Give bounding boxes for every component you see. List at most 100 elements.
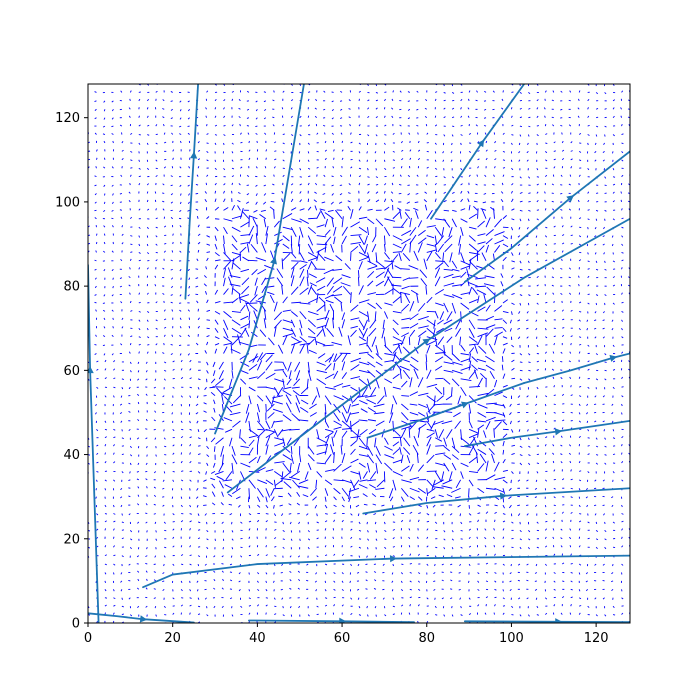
vector-arrow	[195, 342, 199, 346]
vector-arrow	[502, 174, 505, 177]
vector-arrow	[394, 265, 402, 270]
vector-arrow	[163, 521, 166, 524]
vector-arrow	[483, 283, 495, 287]
vector-arrow	[587, 199, 590, 203]
vector-arrow	[551, 99, 554, 102]
vector-arrow	[420, 278, 428, 287]
vector-arrow	[468, 347, 475, 354]
vector-arrow	[602, 319, 605, 321]
vector-arrow	[316, 361, 326, 366]
vector-arrow	[197, 597, 200, 600]
vector-arrow	[138, 159, 140, 162]
vector-arrow	[579, 385, 582, 388]
vector-arrow	[341, 519, 344, 523]
vector-arrow	[502, 159, 506, 161]
vector-arrow	[587, 537, 590, 540]
vector-arrow	[621, 395, 624, 398]
vector-arrow	[384, 183, 387, 186]
vector-arrow	[536, 168, 539, 171]
vector-arrow	[367, 134, 370, 137]
vector-arrow	[250, 243, 258, 253]
vector-arrow	[553, 580, 556, 583]
vector-arrow	[340, 282, 351, 287]
vector-arrow	[331, 132, 334, 135]
vector-arrow	[146, 183, 149, 186]
vector-arrow	[231, 182, 234, 186]
vector-arrow	[299, 252, 305, 261]
vector-arrow	[326, 285, 334, 295]
vector-arrow	[129, 267, 131, 270]
vector-arrow	[312, 496, 317, 501]
vector-arrow	[187, 309, 190, 312]
vector-arrow	[544, 444, 547, 447]
vector-arrow	[104, 563, 108, 566]
vector-arrow	[452, 200, 456, 203]
vector-arrow	[307, 235, 314, 246]
vector-arrow	[282, 521, 284, 525]
vector-arrow	[121, 242, 124, 245]
vector-arrow	[129, 300, 132, 304]
vector-arrow	[536, 183, 539, 186]
vector-arrow	[238, 572, 241, 575]
vector-arrow	[568, 452, 572, 455]
vector-arrow	[358, 252, 369, 258]
vector-arrow	[545, 428, 548, 431]
vector-arrow	[595, 92, 599, 95]
vector-arrow	[307, 252, 318, 259]
vector-arrow	[401, 395, 410, 397]
vector-arrow	[468, 479, 474, 487]
vector-arrow	[137, 494, 140, 497]
vector-arrow	[434, 243, 438, 253]
vector-arrow	[418, 403, 428, 408]
vector-arrow	[560, 360, 563, 363]
vector-arrow	[137, 503, 140, 506]
vector-arrow	[338, 326, 343, 337]
vector-arrow	[460, 115, 463, 118]
vector-arrow	[214, 98, 217, 102]
vector-arrow	[409, 588, 412, 591]
vector-arrow	[145, 418, 148, 422]
vector-arrow	[294, 361, 301, 372]
vector-arrow	[545, 513, 548, 516]
vector-arrow	[377, 395, 385, 405]
vector-arrow	[374, 555, 377, 558]
vector-arrow	[560, 174, 563, 177]
vector-arrow	[443, 361, 455, 365]
vector-arrow	[536, 176, 540, 178]
vector-arrow	[434, 159, 437, 162]
vector-arrow	[129, 174, 132, 177]
vector-arrow	[544, 267, 547, 270]
vector-arrow	[468, 513, 472, 516]
vector-arrow	[477, 245, 485, 253]
vector-arrow	[317, 353, 326, 359]
vector-arrow	[248, 513, 252, 516]
vector-arrow	[365, 579, 368, 582]
vector-arrow	[577, 107, 580, 110]
vector-arrow	[494, 239, 504, 245]
vector-arrow	[331, 436, 335, 447]
vector-arrow	[553, 427, 556, 430]
vector-arrow	[418, 423, 427, 430]
vector-arrow	[248, 589, 251, 592]
vector-arrow	[460, 260, 471, 266]
vector-arrow	[477, 420, 487, 423]
vector-arrow	[544, 504, 547, 508]
vector-arrow	[130, 530, 133, 533]
vector-arrow	[578, 301, 582, 304]
vector-arrow	[434, 124, 438, 127]
vector-arrow	[358, 336, 366, 342]
vector-arrow	[621, 545, 624, 548]
vector-arrow	[170, 193, 173, 196]
vector-arrow	[399, 436, 402, 447]
vector-arrow	[299, 343, 306, 354]
vector-arrow	[237, 205, 241, 211]
vector-arrow	[511, 134, 514, 136]
vector-arrow	[450, 571, 453, 573]
vector-arrow	[172, 528, 175, 531]
vector-arrow	[350, 528, 353, 531]
vector-arrow	[113, 395, 115, 398]
vector-arrow	[553, 166, 556, 169]
vector-arrow	[621, 513, 624, 515]
vector-arrow	[471, 287, 478, 295]
vector-arrow	[180, 241, 182, 245]
